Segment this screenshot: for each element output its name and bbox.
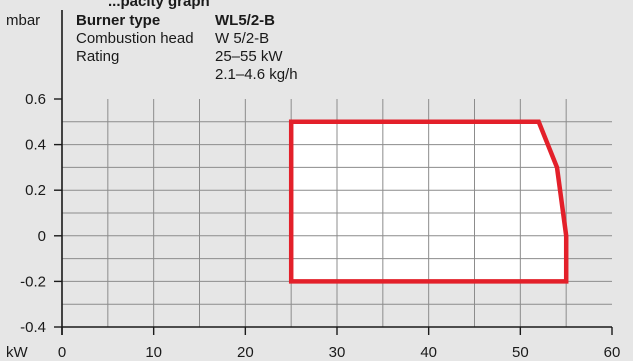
y-tick-label: 0 [38, 228, 46, 245]
y-unit-label: mbar [6, 12, 40, 29]
x-tick-label: 30 [329, 344, 346, 361]
info-value: W 5/2-B [215, 30, 269, 47]
area-grid-overlay [291, 121, 567, 282]
axes [54, 10, 613, 335]
info-label: Combustion head [76, 30, 194, 47]
info-label: Rating [76, 48, 119, 65]
x-tick-label: 0 [58, 344, 66, 361]
x-unit-label: kW [6, 344, 29, 361]
info-value: 25–55 kW [215, 48, 283, 65]
info-label: Burner type [76, 12, 160, 29]
y-tick-label: -0.4 [20, 319, 46, 336]
burner-info-table: Burner type WL5/2-B Combustion head W 5/2-B… [76, 12, 298, 83]
y-tick-label: 0.2 [25, 182, 46, 199]
tick-labels: 0.6 0.4 0.2 0 -0.2 -0.4 0 10 20 30 40 50 60 [20, 91, 620, 361]
y-tick-label: 0.4 [25, 137, 46, 154]
y-tick-label: 0.6 [25, 91, 46, 108]
x-tick-label: 50 [512, 344, 529, 361]
x-tick-label: 10 [145, 344, 162, 361]
x-tick-label: 40 [420, 344, 437, 361]
plot-area [288, 119, 569, 284]
info-value: WL5/2-B [215, 12, 275, 29]
x-tick-label: 20 [237, 344, 254, 361]
info-value: 2.1–4.6 kg/h [215, 66, 298, 83]
x-tick-label: 60 [604, 344, 621, 361]
chart-heading-partial: ...pacity graph [108, 0, 210, 10]
operating-area-outline [288, 119, 569, 284]
y-tick-label: -0.2 [20, 273, 46, 290]
